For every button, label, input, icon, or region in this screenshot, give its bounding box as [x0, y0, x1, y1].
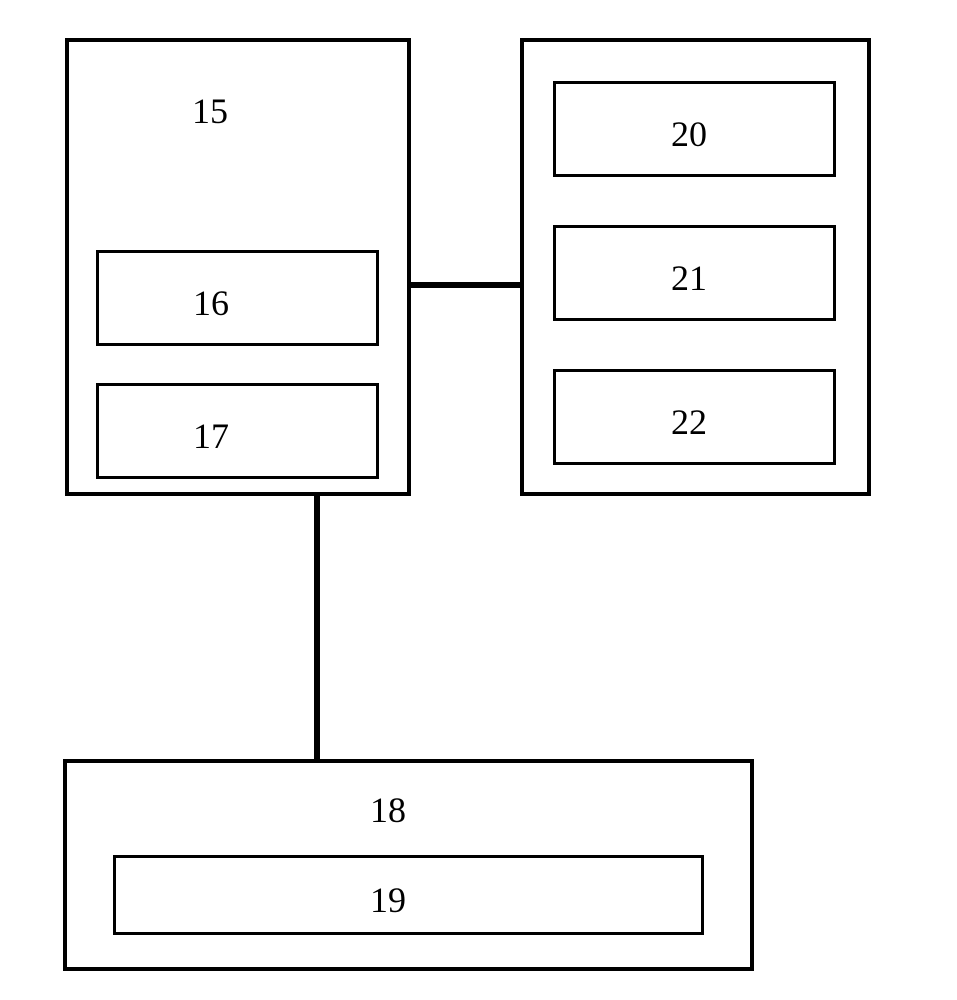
connector-15-to-right — [411, 282, 520, 288]
label-22: 22 — [669, 401, 709, 443]
label-16: 16 — [191, 282, 231, 324]
block-19 — [113, 855, 704, 935]
label-17: 17 — [191, 415, 231, 457]
label-19: 19 — [368, 879, 408, 921]
block-16 — [96, 250, 379, 346]
connector-15-to-18 — [314, 496, 320, 759]
block-17 — [96, 383, 379, 479]
label-21: 21 — [669, 257, 709, 299]
label-18: 18 — [368, 789, 408, 831]
label-15: 15 — [190, 90, 230, 132]
label-20: 20 — [669, 113, 709, 155]
